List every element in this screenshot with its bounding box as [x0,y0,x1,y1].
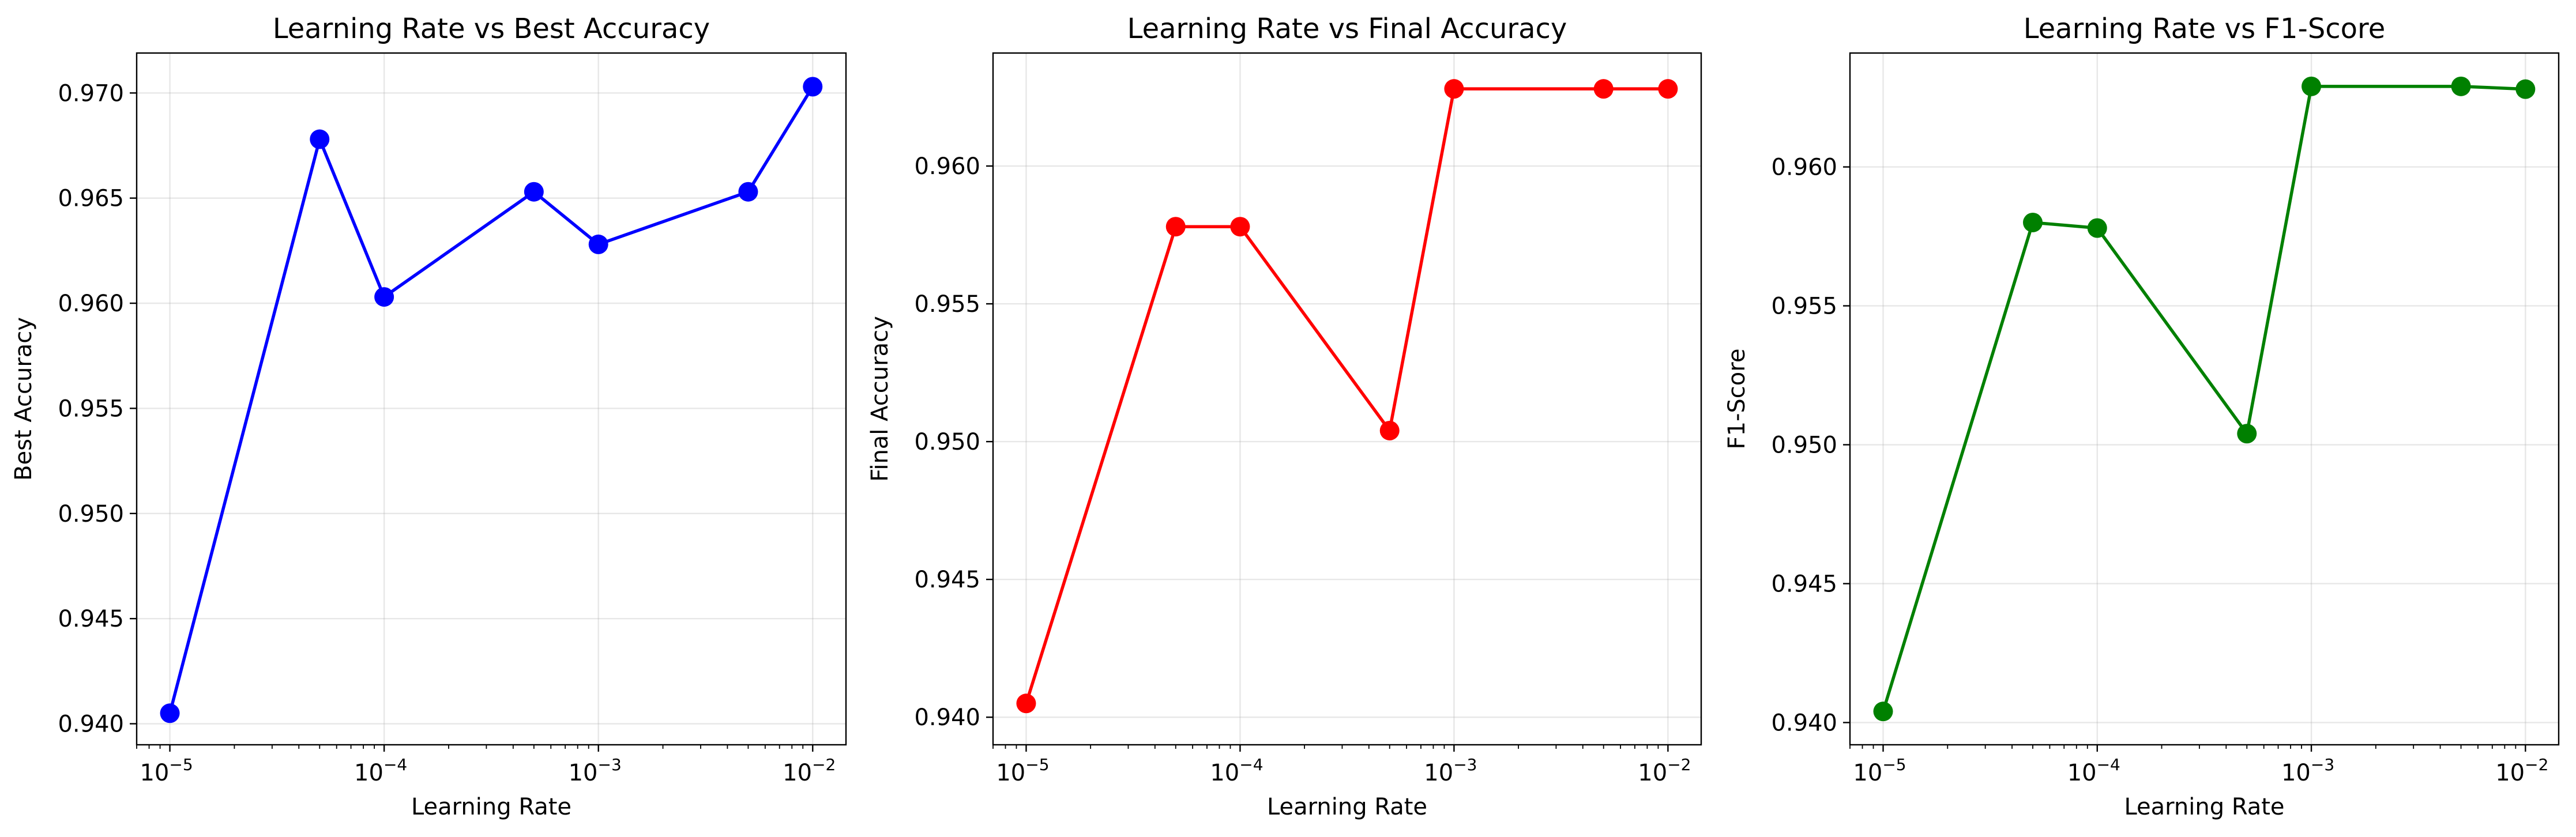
x-tick-label: 10−3 [1424,755,1477,786]
x-tick-label-base: 10 [2495,760,2525,786]
y-axis-label: F1-Score [1724,349,1750,450]
x-axis-label: Learning Rate [1267,794,1427,820]
x-axis-label: Learning Rate [411,794,571,820]
chart-title: Learning Rate vs F1-Score [2024,13,2386,45]
data-point [803,77,823,97]
x-tick-label-exponent: −3 [1453,755,1477,774]
x-tick-label: 10−5 [996,755,1049,786]
chart-title: Learning Rate vs Final Accuracy [1127,13,1567,45]
x-tick-label-base: 10 [140,760,169,786]
x-tick-label-base: 10 [1853,760,1882,786]
chart-panel-3: 10−5 10−4 10−3 10−20.9400.9450.9500.9550.96… [1724,13,2560,820]
y-tick-label: 0.960 [58,291,124,317]
y-tick-label: 0.950 [58,501,124,527]
x-tick-label-exponent: −2 [812,755,836,774]
x-tick-label-base: 10 [783,760,812,786]
data-point [1230,217,1250,237]
x-tick-label: 10−3 [2281,755,2334,786]
data-point [2451,76,2471,96]
x-tick-label-base: 10 [1638,760,1667,786]
data-point [1444,79,1464,99]
data-point [2302,76,2322,96]
data-point [1873,702,1893,722]
data-point [1016,693,1036,714]
x-tick-label-base: 10 [1210,760,1239,786]
x-tick-label: 10−2 [1638,755,1691,786]
data-point [738,182,758,202]
x-tick-label: 10−4 [354,755,407,786]
y-tick-label: 0.940 [58,711,124,738]
y-tick-label: 0.960 [914,153,980,180]
data-point [2237,424,2257,444]
y-tick-label: 0.945 [1771,571,1837,597]
x-tick-label-exponent: −2 [1667,755,1691,774]
y-tick-label: 0.970 [58,80,124,107]
data-point [2023,212,2043,232]
data-point [160,703,180,723]
x-tick-label-exponent: −4 [2097,755,2120,774]
y-tick-label: 0.945 [58,606,124,632]
y-tick-label: 0.955 [1771,293,1837,320]
x-tick-label-exponent: −5 [1025,755,1049,774]
y-tick-label: 0.960 [1771,154,1837,181]
chart-panel-1: 10−5 10−4 10−3 10−20.9400.9450.9500.9550.96… [10,13,847,820]
x-tick-label-exponent: −3 [2311,755,2334,774]
chart-panel-2: 10−5 10−4 10−3 10−20.9400.9450.9500.9550.96… [867,13,1702,820]
x-tick-label-base: 10 [996,760,1025,786]
data-point [588,234,608,254]
x-tick-label-exponent: −5 [169,755,193,774]
x-tick-label-exponent: −4 [383,755,407,774]
x-tick-label: 10−4 [2067,755,2120,786]
chart-title: Learning Rate vs Best Accuracy [273,13,710,45]
data-point [1658,79,1678,99]
x-tick-label: 10−2 [783,755,836,786]
y-tick-label: 0.945 [914,567,980,593]
x-tick-label: 10−5 [140,755,193,786]
x-tick-label-base: 10 [2067,760,2097,786]
x-tick-label: 10−4 [1210,755,1263,786]
x-tick-label-exponent: −3 [598,755,622,774]
y-tick-label: 0.940 [1771,710,1837,736]
series-line [1881,85,2526,712]
data-point [374,287,394,307]
x-tick-label-exponent: −4 [1239,755,1263,774]
y-tick-label: 0.965 [58,186,124,212]
data-point [1379,420,1400,440]
data-point [2087,218,2107,238]
x-tick-label-base: 10 [1424,760,1453,786]
data-point [310,129,330,149]
plot-frame [136,52,847,746]
y-tick-label: 0.955 [58,395,124,422]
x-tick-label-exponent: −2 [2525,755,2548,774]
y-tick-label: 0.955 [914,291,980,318]
y-tick-label: 0.940 [914,704,980,731]
plot-frame [1849,52,2560,746]
y-tick-label: 0.950 [1771,432,1837,459]
data-point [524,182,544,202]
y-axis-label: Best Accuracy [10,317,37,481]
y-tick-label: 0.950 [914,429,980,455]
x-tick-label-exponent: −5 [1882,755,1906,774]
x-tick-label: 10−5 [1853,755,1906,786]
x-axis-label: Learning Rate [2124,794,2284,820]
data-point [2515,79,2536,99]
x-tick-label-base: 10 [2281,760,2311,786]
series-line [1024,87,1668,704]
x-tick-label-base: 10 [354,760,383,786]
y-axis-label: Final Accuracy [867,316,893,482]
x-tick-label-base: 10 [569,760,598,786]
data-point [1593,79,1614,99]
x-tick-label: 10−3 [569,755,622,786]
plot-frame [992,52,1702,746]
data-point [1165,217,1186,237]
x-tick-label: 10−2 [2495,755,2548,786]
